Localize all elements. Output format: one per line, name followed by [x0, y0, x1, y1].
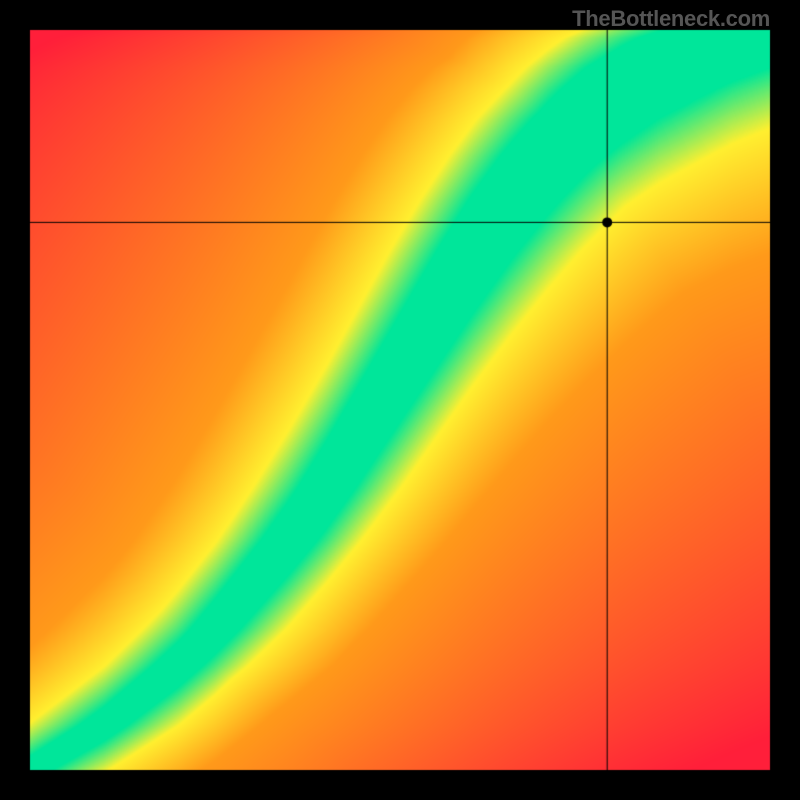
- chart-container: TheBottleneck.com: [0, 0, 800, 800]
- watermark-text: TheBottleneck.com: [572, 6, 770, 32]
- bottleneck-heatmap-canvas: [0, 0, 800, 800]
